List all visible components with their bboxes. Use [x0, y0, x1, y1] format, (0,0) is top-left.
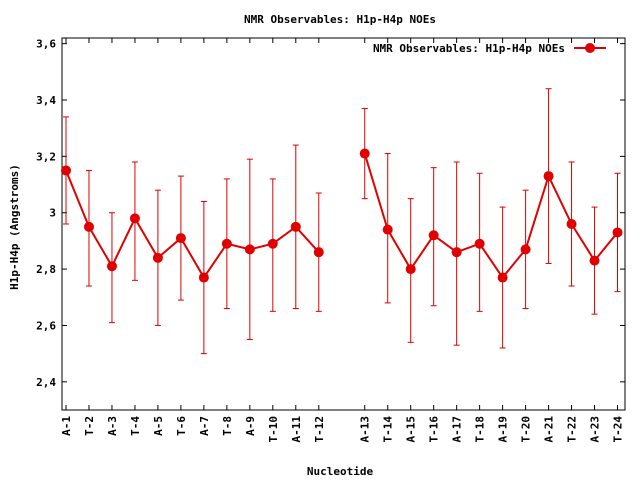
- data-point: [520, 244, 531, 255]
- data-point: [589, 255, 600, 266]
- data-point: [152, 252, 163, 263]
- x-tick-label: A-23: [589, 416, 602, 443]
- chart-title: NMR Observables: H1p-H4p NOEs: [244, 13, 436, 26]
- data-point: [497, 272, 508, 283]
- legend: NMR Observables: H1p-H4p NOEs: [373, 42, 606, 55]
- legend-label: NMR Observables: H1p-H4p NOEs: [373, 42, 565, 55]
- data-point: [106, 261, 117, 272]
- data-point: [198, 272, 209, 283]
- data-point: [474, 238, 485, 249]
- plot-frame: [61, 37, 626, 411]
- data-point: [83, 221, 94, 232]
- data-point: [61, 165, 71, 176]
- data-point: [405, 264, 416, 275]
- x-tick-label: T-14: [382, 416, 395, 443]
- data-point: [244, 244, 255, 255]
- x-tick-label: T-10: [267, 416, 280, 443]
- series-line: [65, 170, 320, 280]
- x-axis: A-1 T-2 A-3 T-4 A-5 T-6 A-7 T-8 A-9 T-10 A-11 T-12 A…: [60, 38, 625, 443]
- x-tick-label: A-5: [152, 416, 165, 436]
- x-tick-label: T-8: [221, 416, 234, 436]
- x-tick-label: A-19: [497, 416, 510, 443]
- data-points: [61, 148, 623, 283]
- legend-marker: [585, 43, 595, 53]
- error-bars: [63, 88, 621, 355]
- x-tick-label: A-7: [198, 416, 211, 436]
- x-axis-label: Nucleotide: [307, 465, 374, 478]
- data-point: [543, 171, 554, 182]
- y-tick-label: 2,6: [36, 319, 56, 332]
- x-tick-label: A-21: [543, 416, 556, 443]
- data-point: [221, 238, 232, 249]
- y-tick-label: 3,2: [36, 150, 56, 163]
- x-tick-label: T-4: [129, 416, 142, 436]
- data-point: [313, 247, 324, 258]
- y-tick-label: 2,8: [36, 263, 56, 276]
- x-tick-label: A-15: [405, 416, 418, 443]
- x-tick-label: T-16: [428, 416, 441, 443]
- x-tick-label: T-6: [175, 416, 188, 436]
- y-axis-label: H1p-H4p (Angstroms): [8, 164, 21, 290]
- x-tick-label: A-11: [290, 416, 303, 443]
- x-tick-label: T-22: [566, 416, 579, 443]
- x-tick-label: T-24: [612, 416, 625, 443]
- y-tick-label: 2,4: [36, 376, 56, 389]
- x-tick-label: A-3: [106, 416, 119, 436]
- x-tick-label: T-20: [520, 416, 533, 443]
- data-point: [566, 219, 577, 229]
- series-line: [363, 153, 619, 280]
- data-point: [129, 213, 140, 224]
- data-point: [451, 247, 462, 258]
- y-tick-label: 3,6: [36, 38, 56, 51]
- x-tick-label: T-18: [474, 416, 487, 443]
- x-tick-label: A-17: [451, 416, 464, 443]
- data-point: [382, 224, 393, 235]
- y-tick-label: 3: [49, 207, 56, 220]
- data-point: [290, 221, 301, 232]
- x-tick-label: T-12: [313, 416, 326, 443]
- series-lines: [65, 153, 619, 280]
- data-point: [612, 227, 623, 238]
- x-tick-label: A-9: [244, 416, 257, 436]
- data-point: [175, 233, 186, 244]
- data-point: [359, 148, 370, 159]
- data-point: [267, 238, 278, 249]
- x-tick-label: A-13: [359, 416, 372, 443]
- x-tick-label: T-2: [83, 416, 96, 436]
- y-tick-label: 3,4: [36, 94, 56, 107]
- data-point: [428, 230, 439, 241]
- x-tick-label: A-1: [60, 416, 73, 436]
- y-axis: 2,4 2,6 2,8 3 3,2 3,4 3,6: [36, 38, 625, 389]
